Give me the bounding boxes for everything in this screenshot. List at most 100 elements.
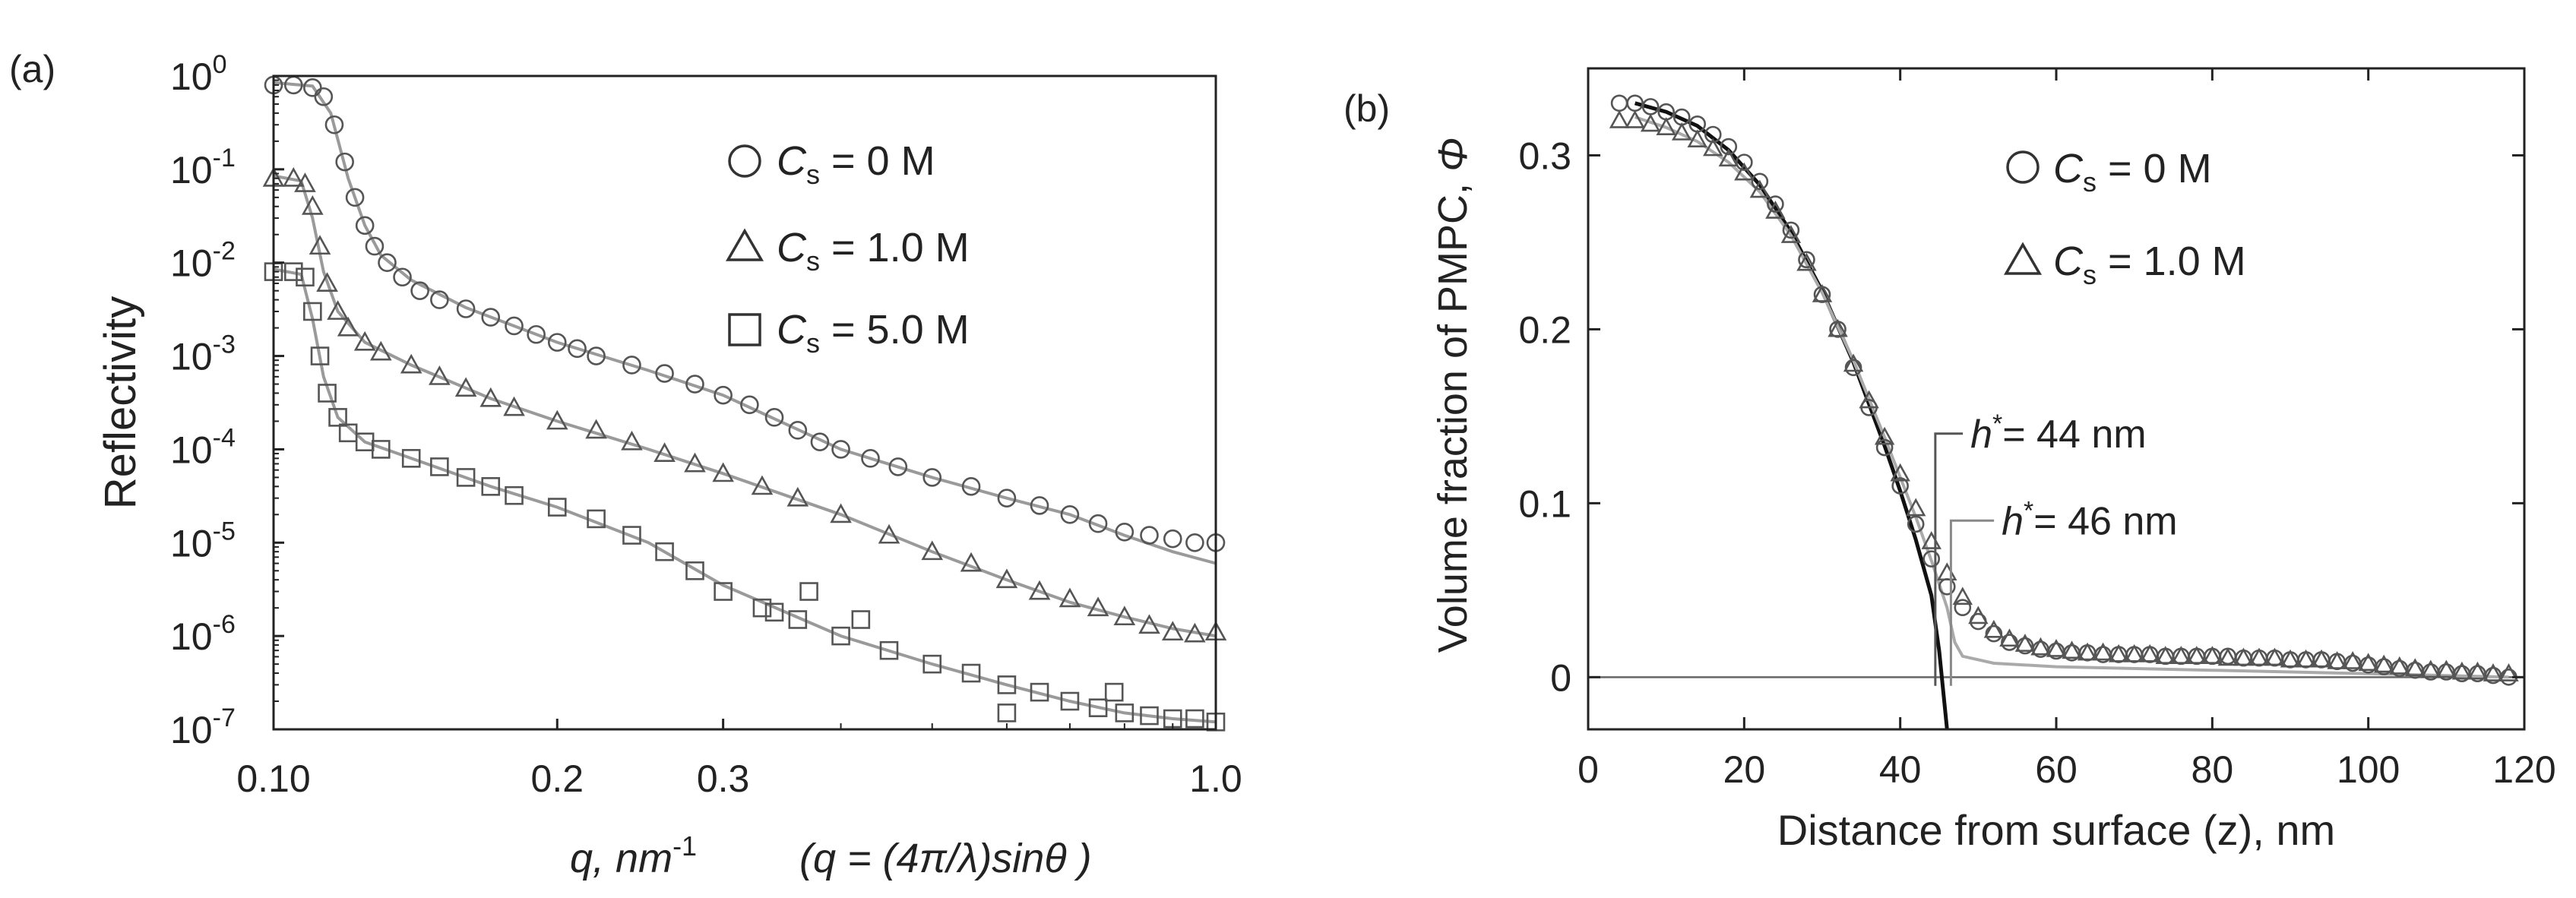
legend-a-square-marker [728,313,761,346]
panel-a-point-s0-27 [810,432,830,452]
panel-b-point-s1-49 [2373,654,2394,673]
panel-a-point-s1-25 [921,540,944,561]
panel-a-point-s0-37 [1115,522,1135,542]
panel-a-point-s0-5 [335,152,354,172]
panel-b-point-s1-36 [2171,646,2191,664]
panel-b-y-tick-label-0: 0 [1550,656,1571,699]
panel-b-y-tick-label-3: 0.3 [1518,134,1571,177]
panel-a-x-tick-label-2: 0.3 [697,757,750,800]
panel-a-x-axis-label: q, nm-1 [570,830,697,881]
panel-a-point-s2-4 [310,346,330,365]
panel-a-point-s2-5 [318,384,337,403]
panel-a-point-s1-15 [546,409,568,430]
panel-b-point-s1-41 [2248,647,2270,666]
panel-b-point-s1-46 [2327,651,2347,669]
panel-a-point-s1-13 [479,387,502,407]
panel-a-point-s0-8 [365,236,385,256]
panel-b-point-s0-7 [1720,138,1738,156]
panel-b-point-s1-17 [1874,426,1895,445]
panel-a-point-s0-2 [303,78,322,97]
panel-b-point-s1-35 [2155,646,2176,664]
panel-a-point-s2-30 [1088,698,1108,717]
panel-a-x-tick-label-3: 1.0 [1189,757,1242,800]
panel-a-point-s1-23 [830,503,852,523]
panel-a-point-s1-33 [1161,621,1184,641]
panel-b-point-s1-16 [1859,390,1879,409]
panel-b-point-s0-20 [1923,550,1941,568]
panel-b-point-s1-55 [2467,661,2488,680]
panel-a-point-s0-22 [685,375,704,394]
panel-a-y-tick-label-1: 10-1 [170,144,236,191]
panel-b-point-s1-39 [2217,647,2239,666]
panel-a-point-s2-16 [587,509,606,529]
panel-a-point-s0-12 [430,290,449,309]
panel-b-point-s1-3 [1656,117,1676,135]
panel-a-point-s1-4 [309,235,331,255]
panel-a-x-tick-label-0: 0.10 [236,757,310,800]
panel-a-point-s2-26 [961,663,981,683]
legend-a-item-1: Cs = 1.0 M [777,225,970,277]
panel-b-point-s1-29 [2062,640,2082,659]
panel-b-point-s1-56 [2483,663,2504,681]
panel-a-point-s1-20 [712,462,734,482]
panel-a-y-tick-label-7: 10-7 [170,704,236,751]
panel-b-point-s1-27 [2030,637,2051,656]
panel-a-point-s1-5 [316,272,338,292]
panel-a-point-s1-12 [454,377,477,397]
panel-b-point-s1-34 [2139,643,2160,662]
panel-a-point-s2-18 [655,542,674,561]
panel-a-point-s2-12 [456,468,476,487]
panel-b-annotation-leader-0 [1934,432,1964,686]
panel-b-point-s0-8 [1736,153,1753,171]
panel-a-point-s2-25 [922,654,942,674]
panel-b-point-s1-4 [1671,122,1692,141]
panel-a-point-s0-20 [622,356,641,375]
panel-b-point-s1-45 [2311,649,2332,668]
panel-b-point-s1-31 [2093,642,2113,661]
legend-a-circle-marker [728,144,761,178]
panel-b-y-tick-label-1: 0.1 [1518,482,1571,525]
panel-a-point-s0-17 [547,333,567,352]
panel-a-point-s1-24 [878,523,900,544]
panel-a-point-s0-21 [655,364,674,383]
panel-a-point-s0-6 [345,188,365,207]
panel-a-point-s2-21 [752,598,772,618]
panel-a-point-s0-18 [568,339,587,359]
panel-a-point-s1-3 [302,194,324,215]
panel-a-point-s2-15 [547,498,567,517]
panel-b-point-s0-12 [1798,251,1815,269]
panel-b-point-s1-12 [1796,252,1817,271]
panel-a-legend: Cs = 0 M Cs = 1.0 M Cs = 5.0 M [725,138,970,359]
panel-a-point-s1-22 [786,486,809,507]
panel-a-y-tick-label-3: 10-3 [170,330,236,378]
panel-a-point-s1-34 [1184,622,1206,643]
panel-a-point-s0-39 [1163,529,1182,549]
panel-a-point-s0-14 [481,308,501,327]
panel-a-point-s2-39 [997,704,1017,723]
panel-a-point-s0-15 [505,316,524,336]
panel-a-fit-line-0 [273,81,1217,565]
panel-b-point-s1-0 [1609,110,1630,128]
panel-b-point-s0-11 [1782,221,1800,239]
panel-a-point-s0-10 [393,267,412,287]
panel-b-point-s1-26 [2014,634,2036,652]
panel-a-point-s1-30 [1087,596,1109,617]
panel-a-point-s0-16 [527,324,546,344]
panel-b-label: (b) [1343,87,1390,130]
panel-a-point-s2-11 [430,457,449,476]
panel-a-point-s1-26 [960,552,983,572]
panel-b-point-s1-47 [2342,651,2363,669]
panel-a-point-s0-36 [1088,514,1108,533]
panel-a-point-s1-29 [1059,587,1081,608]
panel-b-point-s1-24 [1983,619,2005,638]
panel-b-point-s1-33 [2124,643,2144,662]
panel-a-point-s2-28 [1030,682,1049,702]
panel-b-point-s1-51 [2405,658,2426,676]
panel-a-point-s1-18 [653,442,676,463]
panel-a-point-s1-32 [1138,614,1160,634]
panel-b-point-s1-50 [2389,656,2410,675]
panel-a-point-s1-28 [1028,580,1051,600]
panel-b-point-s1-15 [1843,353,1864,372]
panel-a-label: (a) [9,48,55,90]
panel-b-point-s1-48 [2358,653,2378,672]
